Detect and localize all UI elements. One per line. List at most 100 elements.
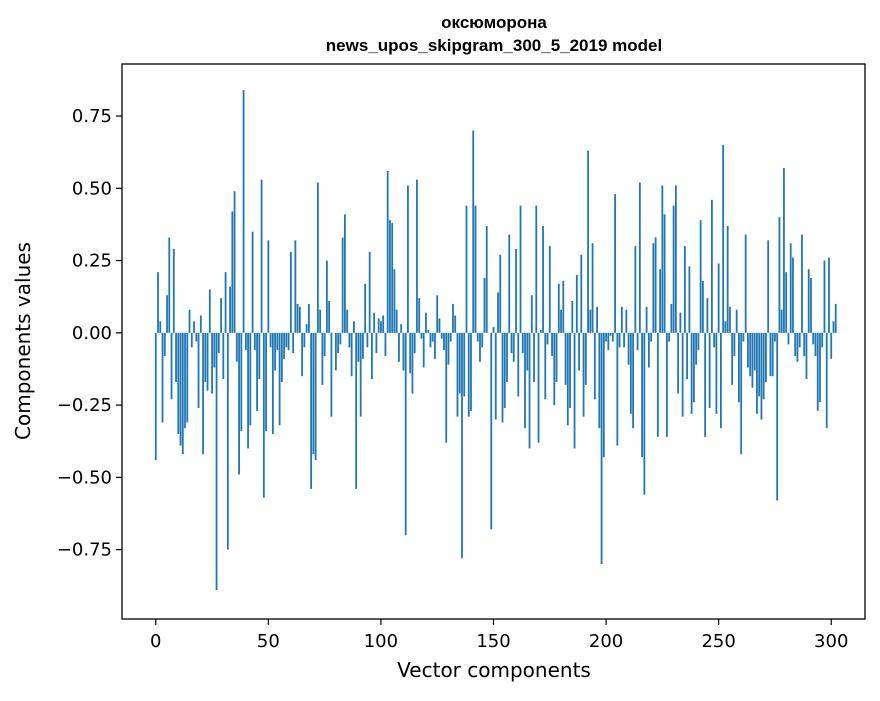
y-tick-label: 0.50 bbox=[72, 178, 112, 199]
bar-47 bbox=[261, 180, 263, 333]
x-tick-label: 150 bbox=[476, 631, 510, 652]
x-tick-label: 200 bbox=[589, 631, 623, 652]
bar-163 bbox=[522, 333, 524, 353]
bar-167 bbox=[531, 295, 533, 333]
bar-23 bbox=[207, 333, 209, 391]
bar-292 bbox=[812, 333, 814, 345]
bar-283 bbox=[792, 258, 794, 333]
bar-102 bbox=[385, 333, 387, 356]
bar-100 bbox=[380, 321, 382, 333]
bar-154 bbox=[502, 333, 504, 423]
bar-158 bbox=[511, 333, 513, 353]
bar-37 bbox=[238, 333, 240, 475]
bar-88 bbox=[353, 321, 355, 333]
bar-91 bbox=[360, 333, 362, 417]
bar-65 bbox=[301, 333, 303, 376]
bar-33 bbox=[229, 287, 231, 333]
y-tick-label: 0.75 bbox=[72, 106, 112, 127]
bar-191 bbox=[585, 333, 587, 385]
bar-56 bbox=[281, 333, 283, 382]
bar-115 bbox=[414, 333, 416, 353]
bar-15 bbox=[189, 310, 191, 333]
bar-202 bbox=[610, 333, 612, 336]
bar-103 bbox=[387, 171, 389, 333]
bar-159 bbox=[513, 333, 515, 362]
bar-133 bbox=[454, 315, 456, 332]
bar-140 bbox=[470, 333, 472, 411]
bar-224 bbox=[659, 269, 661, 333]
bar-135 bbox=[459, 333, 461, 394]
bar-175 bbox=[549, 246, 551, 333]
bar-60 bbox=[290, 252, 292, 333]
bar-243 bbox=[702, 281, 704, 333]
chart-title: оксюморона bbox=[441, 13, 547, 32]
bar-284 bbox=[794, 333, 796, 356]
bar-55 bbox=[279, 333, 281, 426]
bar-12 bbox=[182, 333, 184, 454]
bar-112 bbox=[407, 185, 409, 332]
y-axis-ticks: −0.75−0.50−0.250.000.250.500.75 bbox=[57, 106, 122, 561]
bar-287 bbox=[801, 235, 803, 333]
bar-61 bbox=[292, 333, 294, 353]
bar-126 bbox=[439, 318, 441, 332]
bar-157 bbox=[508, 235, 510, 333]
bar-98 bbox=[376, 333, 378, 353]
bar-128 bbox=[443, 333, 445, 350]
bar-111 bbox=[405, 333, 407, 535]
bar-288 bbox=[803, 333, 805, 356]
bar-18 bbox=[195, 333, 197, 342]
bar-208 bbox=[623, 333, 625, 347]
bar-96 bbox=[371, 333, 373, 379]
bar-166 bbox=[529, 333, 531, 449]
bar-280 bbox=[785, 272, 787, 333]
bar-277 bbox=[779, 217, 781, 333]
bar-138 bbox=[466, 206, 468, 333]
bar-29 bbox=[220, 298, 222, 333]
bar-43 bbox=[252, 232, 254, 333]
bar-171 bbox=[540, 330, 542, 333]
bar-170 bbox=[538, 333, 540, 443]
bar-254 bbox=[727, 226, 729, 333]
bar-35 bbox=[234, 191, 236, 333]
bar-51 bbox=[270, 333, 272, 347]
bar-16 bbox=[191, 333, 193, 347]
bar-232 bbox=[677, 333, 679, 394]
bar-257 bbox=[734, 333, 736, 356]
bar-19 bbox=[198, 333, 200, 408]
bar-48 bbox=[263, 333, 265, 498]
bar-251 bbox=[720, 333, 722, 428]
bar-201 bbox=[607, 333, 609, 350]
bar-17 bbox=[193, 321, 195, 333]
bar-264 bbox=[749, 333, 751, 376]
bar-242 bbox=[700, 220, 702, 333]
bar-104 bbox=[389, 220, 391, 333]
bar-237 bbox=[688, 266, 690, 332]
bar-71 bbox=[315, 333, 317, 460]
bar-189 bbox=[580, 255, 582, 333]
bar-123 bbox=[432, 333, 434, 342]
bar-246 bbox=[709, 333, 711, 408]
bar-130 bbox=[448, 333, 450, 365]
bar-241 bbox=[697, 333, 699, 350]
x-tick-label: 300 bbox=[814, 631, 848, 652]
bar-185 bbox=[571, 301, 573, 333]
bar-252 bbox=[722, 145, 724, 333]
y-tick-label: −0.25 bbox=[57, 395, 112, 416]
bar-8 bbox=[173, 249, 175, 333]
bar-0 bbox=[155, 333, 157, 460]
bar-187 bbox=[576, 275, 578, 333]
bar-125 bbox=[436, 295, 438, 333]
bar-146 bbox=[484, 278, 486, 333]
y-tick-label: −0.50 bbox=[57, 467, 112, 488]
bar-250 bbox=[718, 263, 720, 332]
bar-57 bbox=[283, 333, 285, 359]
bar-286 bbox=[799, 333, 801, 347]
bar-266 bbox=[754, 333, 756, 371]
bar-2 bbox=[159, 321, 161, 333]
bar-127 bbox=[441, 333, 443, 339]
y-tick-label: 0.25 bbox=[72, 251, 112, 272]
bar-248 bbox=[713, 333, 715, 347]
bar-229 bbox=[670, 304, 672, 333]
bar-84 bbox=[344, 214, 346, 333]
bar-46 bbox=[258, 333, 260, 379]
